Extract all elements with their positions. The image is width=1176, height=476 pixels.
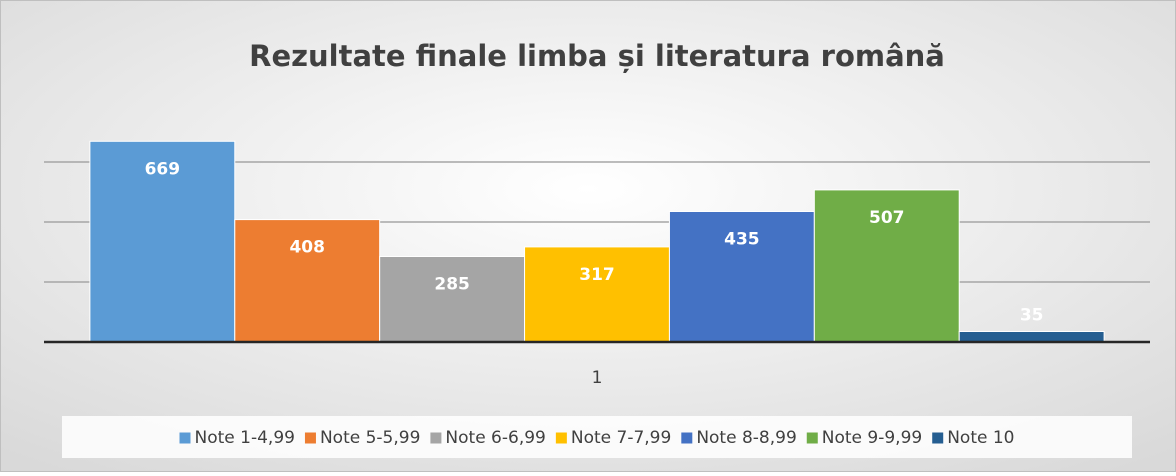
legend-swatch <box>681 432 693 444</box>
legend-swatch <box>304 432 316 444</box>
bar <box>813 189 960 343</box>
bar <box>379 256 526 343</box>
legend-label: Note 6-6,99 <box>445 428 545 448</box>
data-label: 35 <box>1020 306 1044 326</box>
legend-swatch <box>179 432 191 444</box>
bar <box>524 246 670 343</box>
data-label: 408 <box>289 238 325 258</box>
data-label: 435 <box>724 230 760 250</box>
x-tick-label: 1 <box>592 368 603 388</box>
bar <box>958 331 1105 343</box>
chart-title: Rezultate finale limba și literatura rom… <box>249 39 945 73</box>
legend-label: Note 5-5,99 <box>320 428 420 448</box>
bar <box>234 219 381 343</box>
data-label: 507 <box>869 208 905 228</box>
legend-swatch <box>932 432 944 444</box>
legend-swatch <box>555 432 567 444</box>
data-label: 317 <box>579 265 615 285</box>
bar <box>668 211 815 343</box>
legend-label: Note 10 <box>947 428 1014 448</box>
legend-swatch <box>430 432 442 444</box>
legend-label: Note 1-4,99 <box>195 428 295 448</box>
legend-swatch <box>806 432 818 444</box>
legend-label: Note 7-7,99 <box>571 428 671 448</box>
data-label: 285 <box>434 275 470 295</box>
legend-box <box>62 416 1132 458</box>
legend-label: Note 9-9,99 <box>822 428 922 448</box>
legend-label: Note 8-8,99 <box>696 428 796 448</box>
data-label: 669 <box>145 159 181 179</box>
